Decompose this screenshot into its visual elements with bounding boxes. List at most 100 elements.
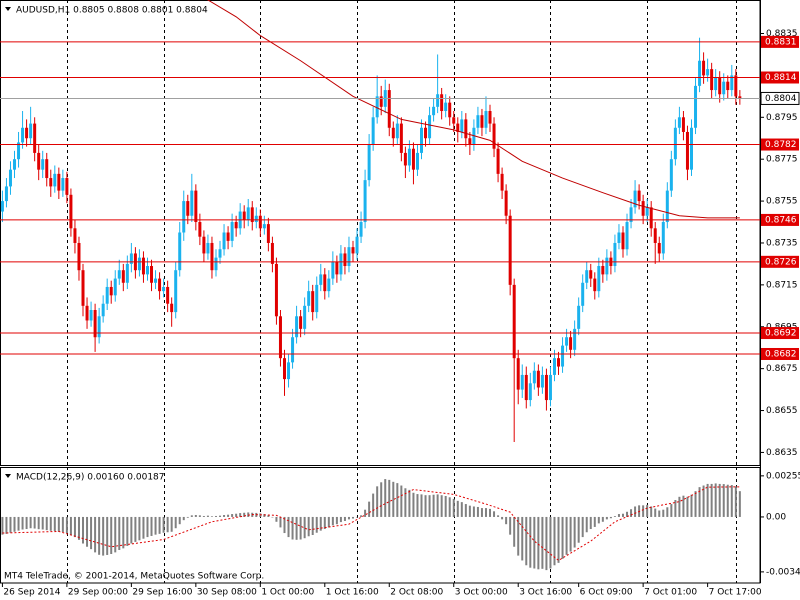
candle-body bbox=[323, 274, 327, 292]
macd-bar bbox=[380, 482, 383, 517]
candle-body bbox=[113, 278, 117, 296]
x-tick-label: 26 Sep 2014 bbox=[3, 588, 60, 598]
candle-body bbox=[29, 123, 33, 139]
macd-bar bbox=[666, 507, 669, 517]
candle-body bbox=[0, 201, 4, 212]
macd-bar bbox=[53, 516, 56, 532]
level-label: 0.8782 bbox=[765, 140, 797, 150]
macd-bar bbox=[513, 516, 516, 547]
header-triangle bbox=[5, 7, 11, 11]
candle-body bbox=[629, 207, 633, 223]
candle-body bbox=[722, 81, 726, 95]
candle-body bbox=[254, 215, 258, 223]
candle-body bbox=[178, 232, 182, 271]
candle-body bbox=[315, 284, 319, 313]
candle-body bbox=[669, 159, 673, 191]
macd-bar bbox=[61, 516, 64, 533]
candle-body bbox=[577, 305, 581, 329]
macd-bar bbox=[444, 496, 447, 517]
candle-body bbox=[198, 222, 202, 237]
candle-body bbox=[681, 117, 685, 132]
level-label-box bbox=[761, 347, 799, 360]
macd-bar bbox=[678, 496, 681, 517]
macd-bar bbox=[517, 516, 520, 556]
candle-body bbox=[93, 310, 97, 338]
candle-body bbox=[141, 257, 145, 275]
candle-body bbox=[585, 270, 589, 283]
candle-body bbox=[21, 127, 25, 143]
macd-bar bbox=[45, 516, 48, 531]
macd-bar bbox=[299, 516, 302, 540]
candle-body bbox=[597, 266, 601, 292]
macd-bar bbox=[339, 516, 342, 523]
macd-bar bbox=[501, 516, 504, 520]
macd-bar bbox=[352, 516, 355, 519]
macd-bar bbox=[82, 516, 85, 544]
candle-body bbox=[460, 119, 464, 132]
macd-bar bbox=[376, 486, 379, 517]
candle-body bbox=[53, 173, 57, 187]
macd-bar bbox=[448, 497, 451, 517]
macd-bar bbox=[396, 483, 399, 517]
macd-bar bbox=[432, 494, 435, 517]
macd-bar bbox=[557, 516, 560, 563]
macd-bar bbox=[41, 516, 44, 530]
macd-bar bbox=[287, 516, 290, 538]
macd-bar bbox=[553, 516, 556, 566]
macd-bar bbox=[529, 516, 532, 568]
candle-body bbox=[69, 194, 73, 229]
candle-body bbox=[162, 286, 166, 292]
y-tick-label: 0.8715 bbox=[766, 280, 798, 290]
macd-bar bbox=[537, 516, 540, 570]
candle-body bbox=[540, 374, 544, 388]
candle-body bbox=[407, 148, 411, 166]
macd-bar bbox=[505, 516, 508, 525]
candle-body bbox=[512, 284, 516, 359]
candle-body bbox=[536, 370, 540, 388]
candle-body bbox=[270, 242, 274, 264]
candle-body bbox=[61, 178, 65, 191]
y-tick-label: 0.8835 bbox=[766, 29, 798, 39]
candle-body bbox=[508, 215, 512, 285]
macd-bar bbox=[549, 516, 552, 569]
macd-bar bbox=[275, 516, 278, 522]
macd-bar bbox=[162, 516, 165, 533]
macd-bar bbox=[420, 494, 423, 517]
macd-bar bbox=[198, 515, 201, 517]
macd-bar bbox=[404, 488, 407, 517]
candle-body bbox=[4, 186, 8, 202]
candle-body bbox=[194, 190, 198, 223]
macd-bar bbox=[29, 516, 32, 529]
candle-body bbox=[685, 131, 689, 170]
macd-bar bbox=[69, 516, 72, 535]
candle-body bbox=[363, 180, 367, 223]
x-tick-label: 29 Sep 00:00 bbox=[68, 588, 128, 598]
level-label-box bbox=[761, 71, 799, 84]
macd-bar bbox=[90, 516, 93, 550]
macd-bar bbox=[565, 516, 568, 555]
macd-bar bbox=[497, 515, 500, 517]
candle-body bbox=[411, 148, 415, 170]
macd-bar bbox=[630, 509, 633, 517]
candle-body bbox=[548, 374, 552, 401]
macd-bar bbox=[158, 516, 161, 534]
macd-bar bbox=[86, 516, 89, 547]
candle-body bbox=[41, 159, 45, 170]
macd-bar bbox=[219, 515, 222, 517]
candle-body bbox=[57, 173, 61, 191]
macd-bar bbox=[714, 483, 717, 517]
macd-bar bbox=[214, 515, 217, 517]
macd-bar bbox=[331, 516, 334, 526]
y-tick-label: 0.8675 bbox=[766, 364, 798, 374]
candle-body bbox=[182, 201, 186, 233]
macd-bar bbox=[424, 495, 427, 517]
candle-body bbox=[698, 60, 702, 86]
candle-body bbox=[335, 261, 339, 275]
macd-bar bbox=[388, 479, 391, 517]
macd-bar bbox=[130, 516, 133, 544]
candle-body bbox=[420, 127, 424, 153]
candle-body bbox=[97, 316, 101, 338]
candle-body bbox=[186, 201, 190, 216]
candle-body bbox=[278, 316, 282, 359]
candle-body bbox=[25, 127, 29, 139]
